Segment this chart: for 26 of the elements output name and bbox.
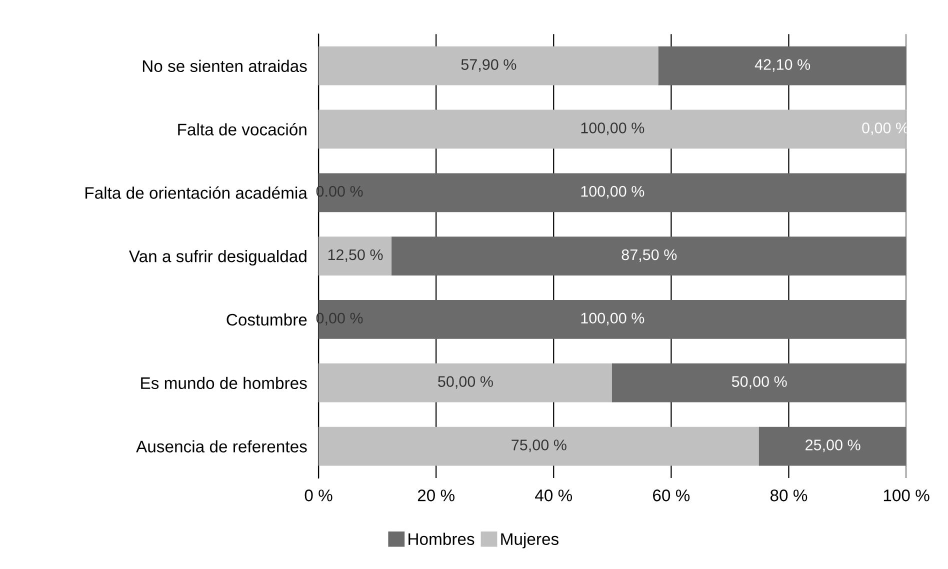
x-tick-label: 80 % — [770, 490, 808, 502]
legend-label: Hombres — [408, 532, 474, 546]
data-label: 57,90 % — [461, 59, 516, 72]
data-label: 50,00 % — [732, 376, 787, 389]
data-label: 50,00 % — [438, 376, 493, 389]
y-tick-label: Falta de orientación académia — [86, 186, 308, 199]
y-tick-label: Es mundo de hombres — [141, 376, 307, 390]
data-label: 100,00 % — [581, 122, 644, 136]
x-tick-label: 40 % — [535, 490, 572, 502]
x-tick-label: 60 % — [653, 490, 690, 502]
legend-label: Mujeres — [501, 532, 559, 548]
data-label: 25,00 % — [806, 440, 860, 452]
data-label: 87,50 % — [622, 249, 677, 262]
data-label: 75,00 % — [512, 440, 566, 452]
x-tick-label: 100 % — [884, 490, 930, 502]
y-tick-label: Van a sufrir desigualdad — [128, 250, 306, 266]
x-tick-label: 0 % — [304, 490, 332, 502]
data-label: 42,10 % — [754, 59, 810, 72]
x-tick-label: 20 % — [418, 490, 454, 502]
y-tick-label: Ausencia de referentes — [136, 440, 307, 452]
data-label: 100,00 % — [581, 186, 644, 199]
data-label: 100,00 % — [581, 312, 644, 326]
y-tick-label: Costumbre — [226, 313, 307, 326]
y-tick-label: No se sienten atraidas — [142, 60, 307, 72]
y-tick-label: Falta de vocación — [178, 123, 306, 136]
data-label: 12,50 % — [328, 249, 383, 262]
